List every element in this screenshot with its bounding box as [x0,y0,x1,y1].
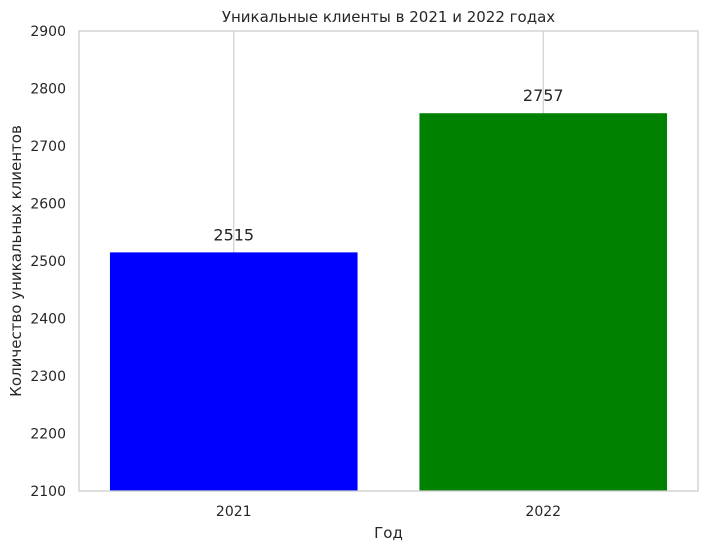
x-tick-label: 2021 [216,504,252,520]
y-tick-label: 2700 [30,139,66,155]
y-tick-label: 2200 [30,427,66,443]
x-tick-label: 2022 [525,504,561,520]
plot-frame [78,30,699,492]
y-tick-label: 2500 [30,254,66,270]
bar-2022 [419,113,668,491]
bars [109,113,668,491]
y-tick-label: 2100 [30,484,66,500]
x-axis-label: Год [374,524,403,542]
y-tick-label: 2900 [30,24,66,40]
data-label-2022: 2757 [523,86,564,105]
y-tick-label: 2800 [30,82,66,98]
y-axis-ticks: 2100 2200 2300 2400 2500 2600 2700 2800 2900 [30,24,66,500]
data-labels: 2515 2757 [213,86,563,244]
bar-2021 [109,252,358,491]
data-label-2021: 2515 [213,225,254,244]
x-axis-ticks: 2021 2022 [216,504,561,520]
y-axis-label: Количество уникальных клиентов [7,125,25,397]
y-tick-label: 2600 [30,197,66,213]
y-tick-label: 2400 [30,312,66,328]
chart-title: Уникальные клиенты в 2021 и 2022 годах [222,8,555,26]
y-tick-label: 2300 [30,369,66,385]
